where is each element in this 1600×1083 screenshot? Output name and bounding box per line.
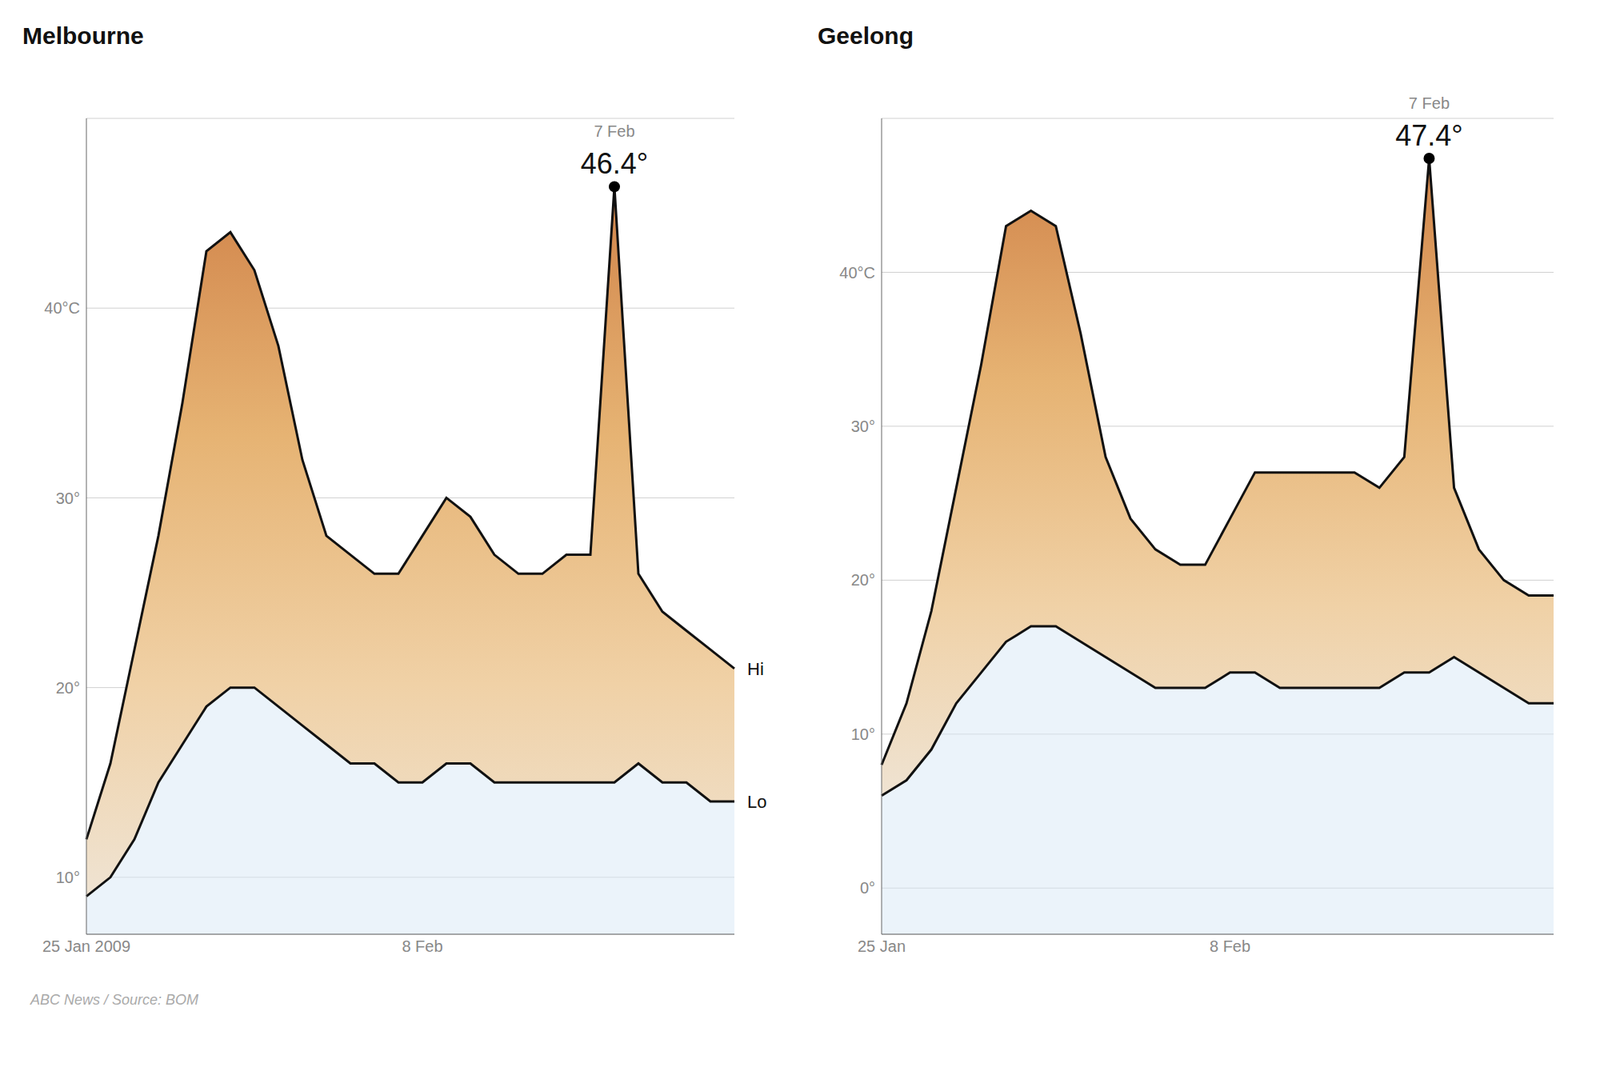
svg-text:8 Feb: 8 Feb [401,937,443,956]
svg-text:10°: 10° [56,868,80,887]
svg-text:8 Feb: 8 Feb [1209,937,1251,956]
svg-text:25 Jan: 25 Jan [857,937,906,956]
svg-text:Lo: Lo [747,792,767,812]
svg-text:30°: 30° [56,489,80,508]
svg-text:20°: 20° [56,679,80,697]
svg-text:30°: 30° [851,417,876,436]
svg-text:47.4°: 47.4° [1395,119,1463,152]
svg-text:7 Feb: 7 Feb [1408,94,1450,112]
svg-text:0°: 0° [860,879,876,897]
svg-text:7 Feb: 7 Feb [593,122,635,140]
html-text:ABC News / Source: BOM: ABC News / Source: BOM [30,992,199,1008]
svg-text:Hi: Hi [747,659,764,680]
html-text:Geelong: Geelong [817,22,914,49]
svg-text:40°C: 40°C [839,264,876,282]
svg-text:10°: 10° [851,725,876,744]
html-text:Melbourne: Melbourne [22,22,144,49]
svg-text:46.4°: 46.4° [580,147,648,180]
svg-text:25 Jan 2009: 25 Jan 2009 [42,937,131,956]
svg-text:20°: 20° [851,571,876,589]
svg-text:40°C: 40°C [44,299,80,317]
